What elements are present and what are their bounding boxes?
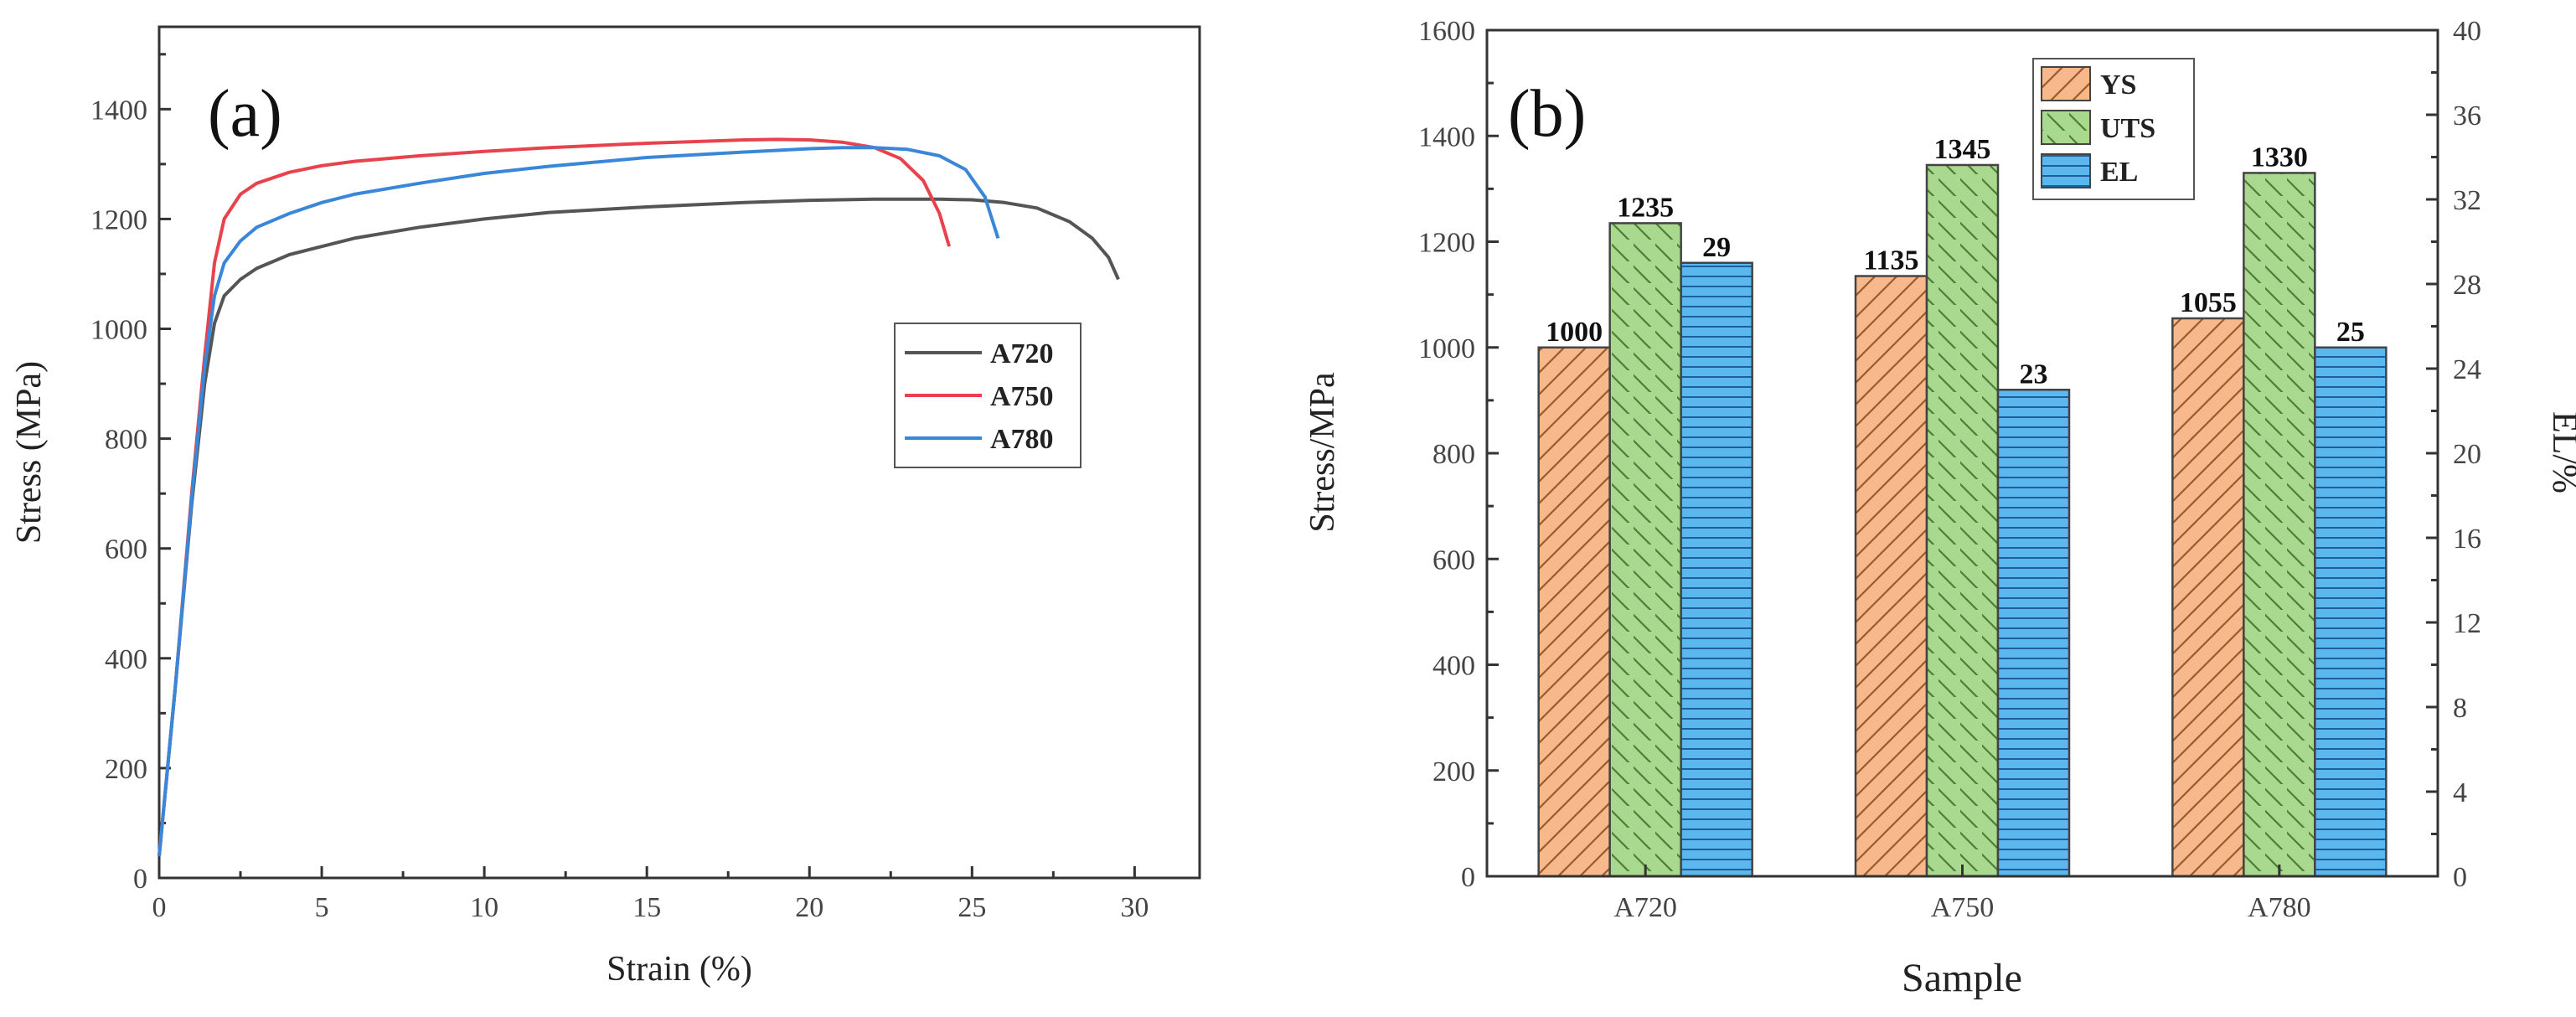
y-axis-title-b: Stress/MPa [1303, 372, 1342, 533]
legend-a: A720 A750 A780 [894, 323, 1082, 468]
x-tick-label-a-6: 30 [1120, 892, 1149, 923]
bar-ys-a720 [1537, 346, 1611, 878]
bar-el-a720 [1680, 261, 1753, 878]
x-axis-title-b: Sample [1902, 956, 2022, 1000]
category-label-a720: A720 [1613, 892, 1677, 923]
bar-label-uts-a780: 1330 [2251, 142, 2308, 173]
bar-el-a750 [1996, 389, 2071, 878]
legend-label-a780: A780 [990, 424, 1054, 455]
y2-tick-label-b-3: 12 [2453, 608, 2481, 639]
plot-frame-a [157, 25, 1201, 880]
y-tick-label-a-5: 1000 [90, 315, 147, 346]
bar-ys-a780 [2171, 317, 2245, 878]
legend-b: YS UTS EL [2032, 58, 2195, 200]
y2-tick-label-b-4: 16 [2453, 524, 2481, 555]
y-axis-title-a: Stress (MPa) [10, 361, 49, 544]
legend-label-ys: YS [2100, 70, 2136, 101]
y-tick-label-b-8: 1600 [1418, 16, 1475, 47]
bar-label-ys-a750: 1135 [1863, 245, 1918, 276]
bar-label-ys-a780: 1055 [2180, 287, 2237, 318]
y-tick-label-b-5: 1000 [1418, 333, 1475, 364]
x-tick-label-a-2: 10 [470, 892, 498, 923]
legend-label-a750: A750 [990, 381, 1054, 412]
curve-a720 [157, 197, 1120, 856]
bar-label-uts-a750: 1345 [1934, 134, 1991, 165]
x-tick-label-a-5: 25 [958, 892, 986, 923]
bar-uts-a750 [1925, 163, 2000, 878]
x-axis-title-a: Strain (%) [607, 950, 752, 989]
y2-tick-label-b-7: 28 [2453, 270, 2481, 301]
bar-uts-a720 [1608, 222, 1682, 878]
legend-swatch-el [2041, 153, 2091, 188]
category-label-a780: A780 [2248, 892, 2311, 923]
legend-label-a720: A720 [990, 338, 1054, 369]
y2-tick-label-b-8: 32 [2453, 185, 2481, 216]
y-tick-label-b-6: 1200 [1418, 228, 1475, 259]
y2-tick-label-b-2: 8 [2453, 693, 2467, 724]
bar-uts-a780 [2243, 172, 2316, 878]
stress-strain-chart: 0 5 10 15 20 25 30 0 200 400 600 800 1000 1200 1400 (a… [10, 25, 1201, 989]
y-tick-label-a-3: 600 [105, 534, 147, 565]
y2-tick-label-b-5: 20 [2453, 439, 2481, 470]
y2-tick-label-b-1: 4 [2453, 777, 2467, 808]
bar-ys-a750 [1854, 275, 1928, 878]
legend-label-el: EL [2100, 157, 2138, 188]
y2-tick-label-b-9: 36 [2453, 101, 2481, 132]
bar-label-el-a720: 29 [1702, 232, 1731, 263]
legend-swatch-uts [2041, 110, 2091, 145]
curve-a780 [157, 146, 1000, 856]
panel-label-b: (b) [1508, 77, 1586, 151]
y-tick-label-a-6: 1200 [90, 204, 147, 235]
y-tick-label-b-1: 200 [1433, 756, 1475, 787]
legend-swatch-ys [2041, 66, 2091, 101]
bar-label-uts-a720: 1235 [1617, 192, 1674, 223]
panel-label-a: (a) [208, 77, 282, 151]
y-tick-label-b-7: 1400 [1418, 121, 1475, 152]
y-tick-label-b-0: 0 [1461, 862, 1475, 893]
bar-el-a780 [2314, 346, 2388, 878]
bar-label-ys-a720: 1000 [1546, 317, 1603, 348]
y-tick-label-a-0: 0 [133, 864, 147, 895]
y2-tick-label-b-6: 24 [2453, 354, 2481, 385]
y2-tick-label-b-0: 0 [2453, 862, 2467, 893]
y-tick-label-b-4: 800 [1433, 439, 1475, 470]
axis-ticks-a: 0 5 10 15 20 25 30 0 200 400 600 800 1000 1200 1400 [90, 53, 1149, 923]
property-bars [1537, 163, 2388, 878]
x-tick-label-a-0: 0 [152, 892, 167, 923]
curve-a750 [157, 137, 952, 856]
y2-axis-title-b: EL/% [2545, 411, 2576, 493]
y-tick-label-a-7: 1400 [90, 95, 147, 126]
y-tick-label-a-1: 200 [105, 754, 147, 785]
bar-value-labels: 1000 1235 29 1135 1345 23 1055 1330 25 [1546, 134, 2365, 390]
bar-label-el-a780: 25 [2336, 317, 2365, 348]
x-tick-label-a-3: 15 [632, 892, 661, 923]
x-tick-label-a-1: 5 [315, 892, 329, 923]
y-tick-label-a-4: 800 [105, 425, 147, 456]
x-tick-label-a-4: 20 [795, 892, 823, 923]
y-tick-label-b-2: 400 [1433, 651, 1475, 682]
stress-strain-curves [157, 137, 1120, 856]
y2-tick-label-b-10: 40 [2453, 16, 2481, 47]
y-tick-label-b-3: 600 [1433, 545, 1475, 576]
y-tick-label-a-2: 400 [105, 644, 147, 675]
legend-label-uts: UTS [2100, 113, 2155, 144]
bar-label-el-a750: 23 [2020, 359, 2048, 390]
category-label-a750: A750 [1931, 892, 1995, 923]
axis-ticks-b: 0 200 400 600 800 1000 1200 1400 1600 0 4 8 12 16 20 24… [1418, 16, 2481, 923]
